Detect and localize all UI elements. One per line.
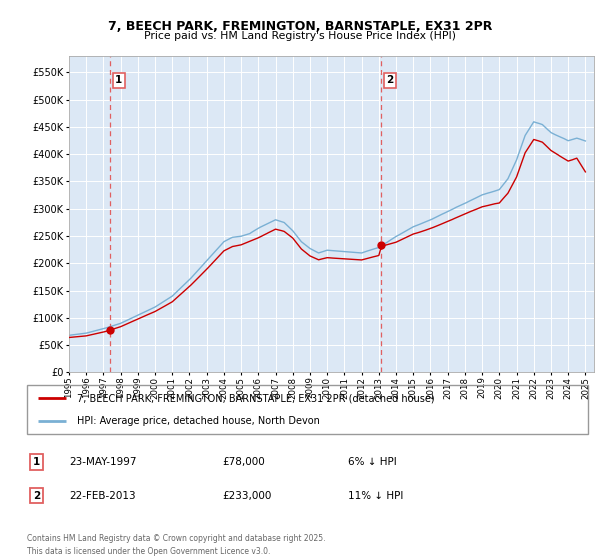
Text: 2: 2 xyxy=(386,75,394,85)
Text: Price paid vs. HM Land Registry's House Price Index (HPI): Price paid vs. HM Land Registry's House … xyxy=(144,31,456,41)
Text: HPI: Average price, detached house, North Devon: HPI: Average price, detached house, Nort… xyxy=(77,416,320,426)
Text: 6% ↓ HPI: 6% ↓ HPI xyxy=(348,457,397,467)
Text: 7, BEECH PARK, FREMINGTON, BARNSTAPLE, EX31 2PR (detached house): 7, BEECH PARK, FREMINGTON, BARNSTAPLE, E… xyxy=(77,393,435,403)
Text: 22-FEB-2013: 22-FEB-2013 xyxy=(69,491,136,501)
Text: 2: 2 xyxy=(33,491,40,501)
Text: 1: 1 xyxy=(33,457,40,467)
Text: £78,000: £78,000 xyxy=(222,457,265,467)
Text: 7, BEECH PARK, FREMINGTON, BARNSTAPLE, EX31 2PR: 7, BEECH PARK, FREMINGTON, BARNSTAPLE, E… xyxy=(108,20,492,32)
Text: Contains HM Land Registry data © Crown copyright and database right 2025.
This d: Contains HM Land Registry data © Crown c… xyxy=(27,534,325,556)
Text: 1: 1 xyxy=(115,75,122,85)
Text: £233,000: £233,000 xyxy=(222,491,271,501)
Text: 11% ↓ HPI: 11% ↓ HPI xyxy=(348,491,403,501)
Text: 23-MAY-1997: 23-MAY-1997 xyxy=(69,457,137,467)
